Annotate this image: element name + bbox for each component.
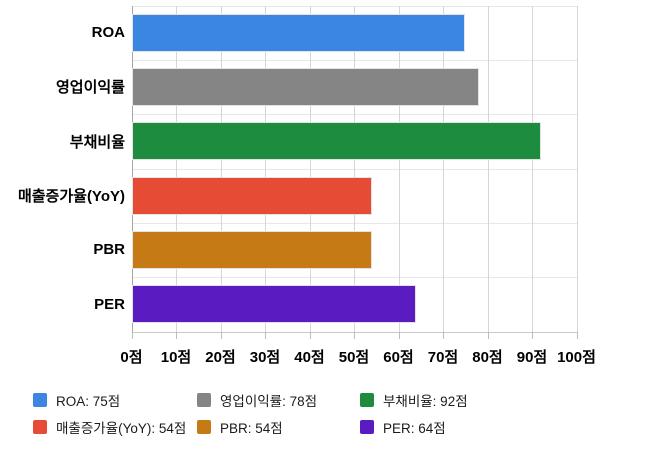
legend-label: 부채비율: 92점 xyxy=(383,393,468,409)
legend-item[interactable]: 부채비율: 92점 xyxy=(360,392,468,409)
x-tick xyxy=(265,331,266,339)
x-tick-label: 20점 xyxy=(205,349,236,366)
legend-label: ROA: 75점 xyxy=(56,393,121,409)
x-tick-label: 10점 xyxy=(160,349,192,366)
gridline xyxy=(265,5,266,332)
legend-label: PBR: 54점 xyxy=(220,420,283,436)
x-tick xyxy=(309,331,311,339)
x-tick xyxy=(176,331,177,339)
x-tick-label: 90점 xyxy=(516,349,548,366)
legend-swatch xyxy=(33,419,47,434)
x-tick-label: 80점 xyxy=(472,349,503,366)
bar[interactable] xyxy=(131,285,417,324)
gridline xyxy=(487,5,489,332)
legend-swatch xyxy=(197,419,211,434)
x-tick-label: 70점 xyxy=(427,349,459,366)
gridline xyxy=(398,5,400,332)
legend-label: 영업이익률: 78점 xyxy=(220,393,318,409)
x-tick-label: 60점 xyxy=(383,349,414,366)
bar[interactable] xyxy=(131,122,541,161)
gridline xyxy=(576,5,578,332)
legend-item[interactable]: 영업이익률: 78점 xyxy=(197,392,318,409)
x-tick-label: 50점 xyxy=(338,349,370,366)
bar[interactable] xyxy=(131,68,479,106)
legend-swatch xyxy=(197,392,211,407)
x-tick xyxy=(443,331,444,339)
legend-item[interactable]: PBR: 54점 xyxy=(197,419,283,436)
category-label: 매출증가율(YoY) xyxy=(17,188,125,206)
category-label: 부채비율 xyxy=(69,133,125,151)
plot-area xyxy=(131,5,578,333)
legend-swatch xyxy=(360,419,374,434)
category-label: ROA xyxy=(91,24,125,42)
x-tick-label: 100점 xyxy=(557,349,596,366)
bar[interactable] xyxy=(131,13,466,52)
category-label: PBR xyxy=(93,241,125,259)
x-tick xyxy=(354,331,355,339)
category-label: PER xyxy=(94,295,125,313)
bar[interactable] xyxy=(131,231,372,269)
x-tick xyxy=(487,331,489,339)
legend-swatch xyxy=(33,392,47,407)
legend-item[interactable]: 매출증가율(YoY): 54점 xyxy=(33,419,187,436)
category-label: 영업이익률 xyxy=(55,79,125,97)
x-tick-label: 30점 xyxy=(249,349,281,366)
x-tick-label: 0점 xyxy=(120,349,143,366)
legend-item[interactable]: PER: 64점 xyxy=(360,419,446,436)
gridline xyxy=(220,5,222,332)
gridline xyxy=(309,5,311,332)
legend-label: 매출증가율(YoY): 54점 xyxy=(56,420,187,436)
bar[interactable] xyxy=(131,176,372,215)
legend-item[interactable]: ROA: 75점 xyxy=(33,392,121,409)
x-tick xyxy=(398,331,400,339)
gridline xyxy=(176,5,177,332)
axis-baseline xyxy=(131,5,133,332)
x-tick-label: 40점 xyxy=(294,349,325,366)
legend-label: PER: 64점 xyxy=(383,420,446,436)
gridline xyxy=(532,5,533,332)
gridline xyxy=(443,5,444,332)
x-tick xyxy=(131,331,133,339)
gridline xyxy=(354,5,355,332)
legend-swatch xyxy=(360,392,374,407)
x-tick xyxy=(576,331,578,339)
x-tick xyxy=(220,331,222,339)
x-tick xyxy=(532,331,533,339)
